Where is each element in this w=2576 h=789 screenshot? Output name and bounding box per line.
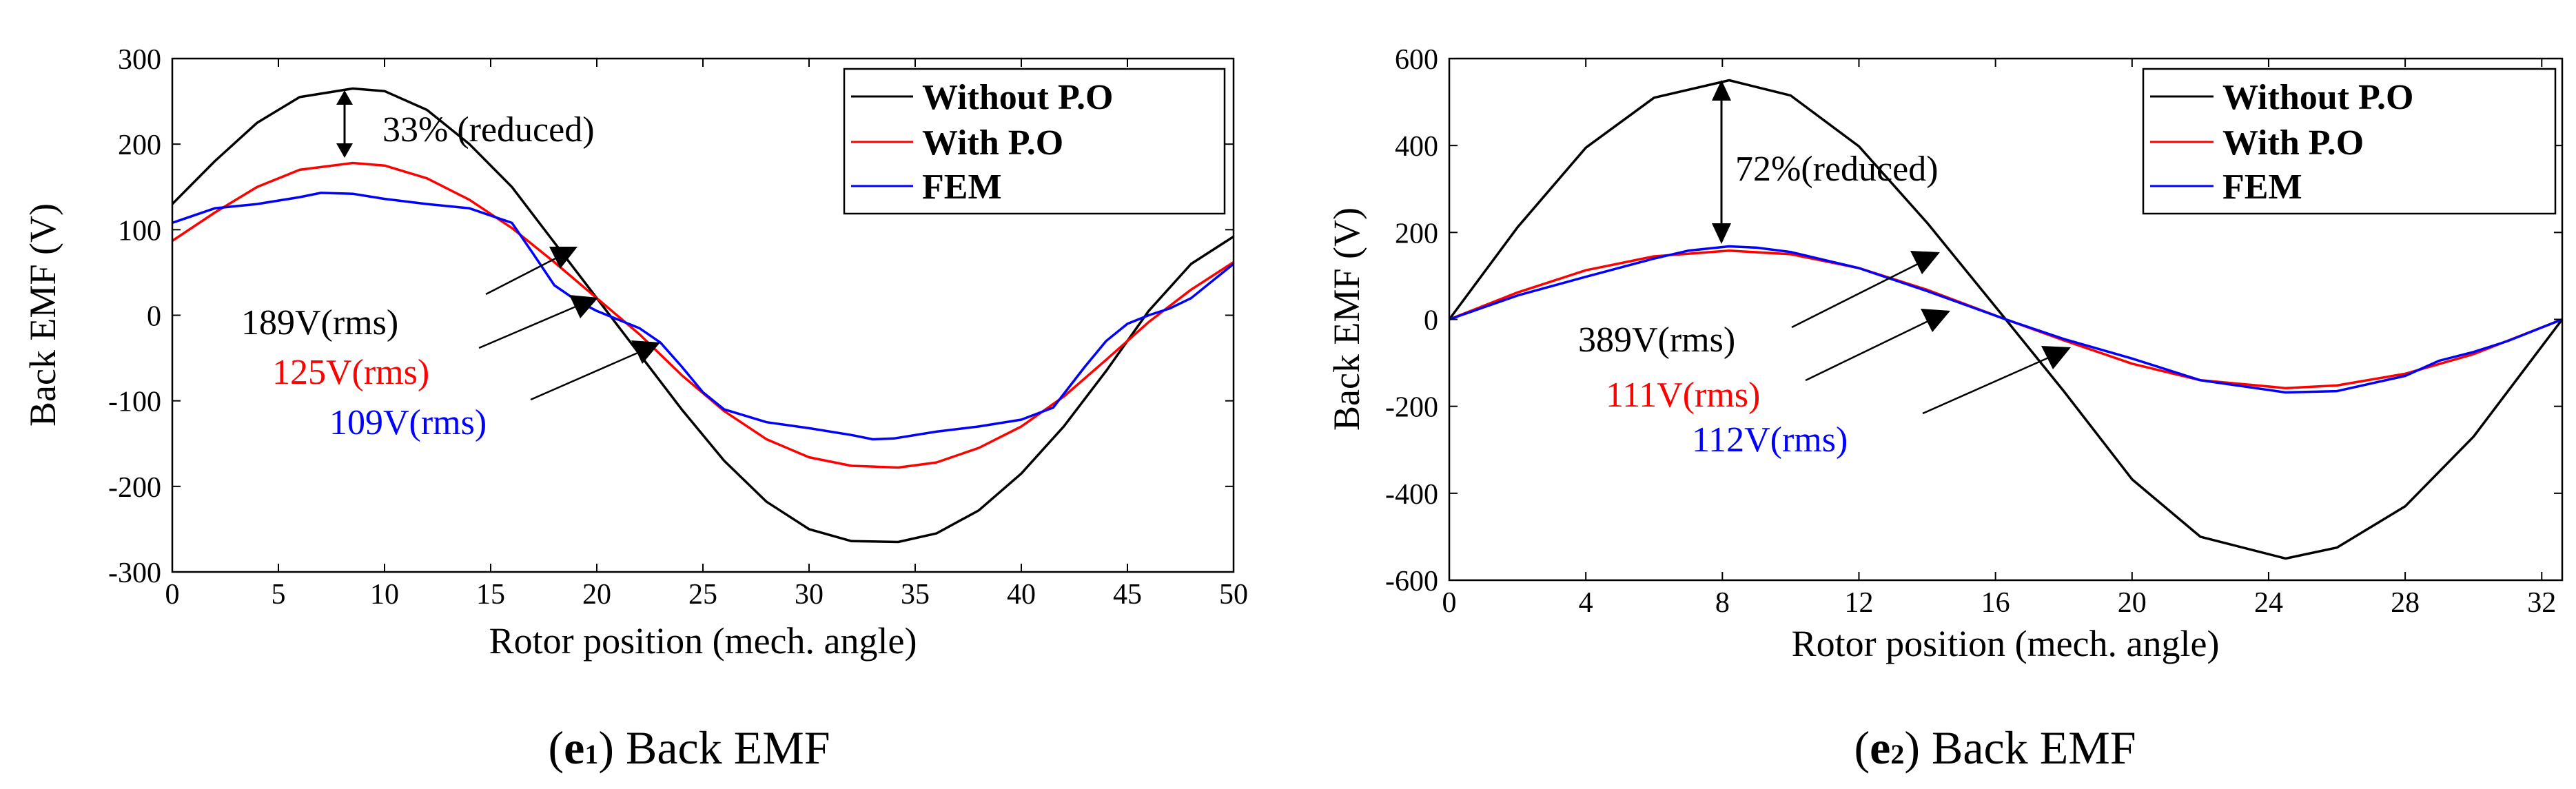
legend-label-with-po: With P.O bbox=[2222, 123, 2364, 163]
reduction-arrowhead-down bbox=[336, 143, 353, 158]
rms-pointer-fem bbox=[1922, 356, 2051, 415]
series-line-without-p-o bbox=[171, 87, 1234, 544]
y-tick-label: -400 bbox=[1385, 479, 1438, 511]
legend-label-with-po: With P.O bbox=[922, 123, 1063, 163]
x-tick-label: 4 bbox=[1579, 587, 1593, 619]
y-tick-label: -600 bbox=[1385, 566, 1438, 597]
x-axis-label: Rotor position (mech. angle) bbox=[489, 620, 917, 662]
x-tick-label: 20 bbox=[2118, 587, 2147, 619]
reduction-arrowhead-up bbox=[1712, 80, 1731, 101]
y-tick-label: 0 bbox=[1424, 305, 1438, 337]
rms-arrowhead-fem bbox=[2041, 346, 2071, 369]
rms-pointer-without-po bbox=[485, 256, 559, 296]
rms-arrowhead-with-po bbox=[569, 295, 598, 318]
caption-letter: e bbox=[1870, 721, 1890, 774]
y-tick-label: 200 bbox=[1395, 218, 1438, 249]
y-axis-label: Back EMF (V) bbox=[1326, 207, 1367, 431]
x-tick-label: 28 bbox=[2391, 587, 2420, 619]
rms-label-fem: 109V(rms) bbox=[329, 403, 487, 442]
caption-subscript: 2 bbox=[1890, 739, 1904, 770]
series-line-fem bbox=[1449, 245, 2563, 394]
y-tick-label: 400 bbox=[1395, 131, 1438, 163]
x-tick-label: 35 bbox=[901, 579, 930, 611]
reduction-label: 33% (reduced) bbox=[382, 110, 595, 150]
caption-e1: (e1) Back EMF bbox=[548, 721, 830, 774]
rms-label-fem: 112V(rms) bbox=[1692, 420, 1848, 460]
legend-label-fem: FEM bbox=[2222, 167, 2302, 207]
caption-e2: (e2) Back EMF bbox=[1854, 721, 2136, 774]
x-tick-label: 20 bbox=[582, 579, 611, 611]
x-tick-label: 32 bbox=[2527, 587, 2556, 619]
x-tick-label: 40 bbox=[1007, 579, 1036, 611]
axis-ticks: 0 4 8 12 16 20 24 28 32 -600 -400 -200 0 200 400 600 bbox=[1385, 44, 2562, 619]
x-tick-label: 15 bbox=[476, 579, 505, 611]
series-layer bbox=[1448, 79, 2564, 560]
rms-arrowhead-fem bbox=[631, 340, 660, 364]
reduction-arrowhead-down bbox=[1712, 223, 1731, 244]
x-tick-label: 50 bbox=[1219, 579, 1248, 611]
y-tick-label: 0 bbox=[147, 301, 161, 333]
x-axis-label: Rotor position (mech. angle) bbox=[1792, 623, 2220, 664]
rms-pointer-without-po bbox=[1791, 262, 1920, 329]
y-axis-label: Back EMF (V) bbox=[22, 203, 63, 427]
y-tick-label: 200 bbox=[118, 130, 161, 161]
caption-text: Back EMF bbox=[1920, 721, 2136, 774]
caption-letter: e bbox=[564, 721, 584, 774]
rms-pointer-with-po bbox=[1805, 319, 1930, 382]
x-tick-label: 10 bbox=[370, 579, 399, 611]
series-line-fem bbox=[172, 192, 1235, 441]
x-tick-label: 12 bbox=[1844, 587, 1873, 619]
rms-label-without-po: 189V(rms) bbox=[241, 303, 398, 342]
legend: Without P.O With P.O FEM bbox=[2142, 68, 2557, 215]
rms-label-with-po: 125V(rms) bbox=[272, 353, 429, 392]
caption-text: Back EMF bbox=[614, 721, 830, 774]
reduction-label: 72%(reduced) bbox=[1735, 150, 1939, 189]
y-tick-label: 300 bbox=[118, 44, 161, 76]
rms-label-without-po: 389V(rms) bbox=[1578, 320, 1735, 360]
rms-pointer-fem bbox=[530, 350, 642, 401]
rms-arrowhead-without-po bbox=[1910, 251, 1940, 274]
rms-arrowhead-with-po bbox=[1921, 309, 1950, 332]
y-tick-label: -200 bbox=[108, 472, 161, 504]
legend-label-without-po: Without P.O bbox=[922, 78, 1113, 117]
y-tick-label: -300 bbox=[108, 557, 161, 589]
rms-arrowhead-without-po bbox=[549, 247, 577, 269]
chart-panel-e1: 0 5 10 15 20 25 30 35 40 45 50 -300 -200 -100 0 100 200 3… bbox=[22, 44, 1248, 774]
x-tick-label: 25 bbox=[688, 579, 717, 611]
y-tick-label: 600 bbox=[1395, 44, 1438, 76]
x-tick-label: 16 bbox=[1981, 587, 2010, 619]
x-tick-label: 8 bbox=[1715, 587, 1730, 619]
x-tick-label: 0 bbox=[165, 579, 180, 611]
y-tick-label: 100 bbox=[118, 215, 161, 247]
reduction-arrowhead-up bbox=[336, 90, 353, 105]
x-tick-label: 0 bbox=[1442, 587, 1457, 619]
legend-label-without-po: Without P.O bbox=[2222, 78, 2413, 117]
x-tick-label: 45 bbox=[1113, 579, 1142, 611]
rms-pointer-with-po bbox=[478, 304, 580, 349]
axis-ticks: 0 5 10 15 20 25 30 35 40 45 50 -300 -200 -100 0 100 200 3… bbox=[108, 44, 1248, 611]
caption-subscript: 1 bbox=[584, 739, 598, 770]
x-tick-label: 24 bbox=[2254, 587, 2283, 619]
legend: Without P.O With P.O FEM bbox=[843, 68, 1226, 215]
y-tick-label: -200 bbox=[1385, 392, 1438, 424]
series-layer bbox=[171, 87, 1235, 544]
x-tick-label: 30 bbox=[795, 579, 824, 611]
chart-panel-e2: 0 4 8 12 16 20 24 28 32 -600 -400 -200 0 200 400 600 Ro… bbox=[1326, 44, 2564, 774]
legend-label-fem: FEM bbox=[922, 167, 1002, 207]
y-tick-label: -100 bbox=[108, 387, 161, 418]
rms-label-with-po: 111V(rms) bbox=[1606, 376, 1760, 415]
x-tick-label: 5 bbox=[272, 579, 286, 611]
